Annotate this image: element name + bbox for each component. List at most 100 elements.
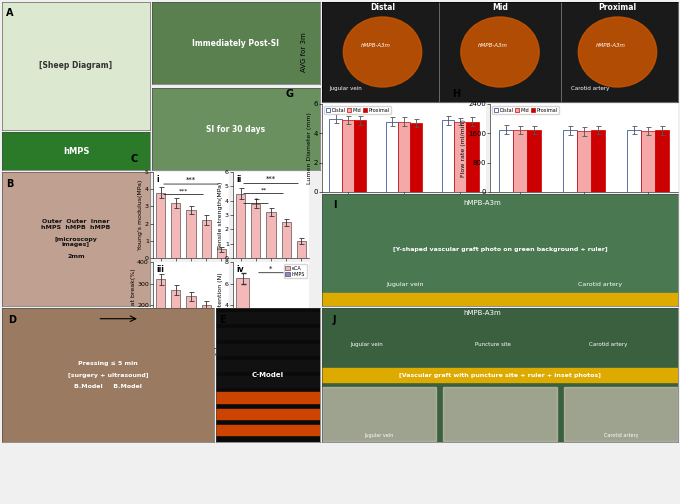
Bar [563,131,577,192]
Bar [216,249,226,258]
Y-axis label: Suture Retention (N): Suture Retention (N) [218,273,224,337]
Text: ***: *** [186,176,196,182]
Text: iii: iii [157,265,165,274]
Y-axis label: Elongation at break(%): Elongation at break(%) [131,269,136,341]
Bar [591,131,605,192]
Legend: Distal, Mid, Proximal: Distal, Mid, Proximal [324,106,391,114]
Bar [466,121,479,192]
Bar [216,376,320,387]
Text: hMPS: hMPS [63,147,89,156]
Bar [216,393,320,403]
Bar [237,278,250,348]
Text: J: J [333,314,336,325]
Y-axis label: Tensile strength(MPa): Tensile strength(MPa) [218,181,224,248]
Legend: eCA, hMPS: eCA, hMPS [284,265,307,278]
Text: Immediately Post-SI: Immediately Post-SI [192,38,279,47]
Text: I: I [333,200,336,210]
Text: ***: *** [266,175,276,181]
Ellipse shape [461,17,539,87]
Text: Jugular vein: Jugular vein [350,342,384,347]
Bar [354,120,367,192]
Bar [267,212,275,258]
Bar [279,329,292,348]
Text: **: ** [260,187,267,193]
Text: Outer  Outer  Inner
hMPS  hMPB  hMPB

[microscopy
images]

2mm: Outer Outer Inner hMPS hMPB hMPB [micros… [41,219,111,259]
Bar [398,121,410,192]
Bar [171,203,180,258]
Text: *: * [269,266,273,272]
Ellipse shape [578,17,657,87]
Text: C-Model: C-Model [252,372,284,378]
Text: Mid: Mid [492,3,508,12]
Text: Distal: Distal [370,3,395,12]
Text: Jugular vein: Jugular vein [364,432,394,437]
Text: [Vascular graft with puncture site + ruler + inset photos]: [Vascular graft with puncture site + rul… [399,372,601,377]
Text: Puncture site: Puncture site [475,342,511,347]
Text: hMPB-A3m: hMPB-A3m [596,43,626,48]
Bar [216,312,320,323]
Bar [322,292,678,306]
Text: ii: ii [237,174,242,183]
Bar [627,130,641,192]
Text: C: C [130,154,137,164]
Bar [342,120,354,192]
Bar [498,130,513,192]
Text: B: B [6,179,14,188]
Bar [201,305,211,348]
Bar [216,311,226,348]
Bar [171,290,180,348]
Bar [641,131,656,192]
Text: G: G [286,89,294,99]
Bar [656,131,669,192]
Text: A: A [6,9,14,19]
Text: Carotid artery: Carotid artery [578,282,622,287]
Text: Jugular vein: Jugular vein [329,86,362,91]
Text: Carotid artery: Carotid artery [589,342,628,347]
Legend: Distal, Mid, Proximal: Distal, Mid, Proximal [492,106,559,114]
Bar [186,296,196,348]
Bar [156,279,165,348]
Text: hMPB-A3m: hMPB-A3m [463,309,501,316]
Bar [201,220,211,258]
Bar [386,121,398,192]
Bar [292,339,305,348]
Bar [329,118,342,192]
Text: Proximal: Proximal [598,3,636,12]
Bar [296,241,305,258]
Text: [Sheep Diagram]: [Sheep Diagram] [39,61,113,71]
Bar [186,210,196,258]
Text: iv: iv [237,265,244,274]
Bar [577,131,591,192]
Text: [Y-shaped vascular graft photo on green background + ruler]: [Y-shaped vascular graft photo on green … [392,247,607,253]
Bar [443,387,557,440]
Bar [237,194,245,258]
Text: SI for 30 days: SI for 30 days [207,124,266,134]
Bar [216,409,320,419]
Text: Carotid artery: Carotid artery [604,432,639,437]
Bar [282,222,290,258]
Bar [216,360,320,371]
Bar [322,387,436,440]
Bar [156,193,165,258]
Bar [564,387,678,440]
Text: hMPB-A3m: hMPB-A3m [463,200,501,206]
Text: hMPB-A3m: hMPB-A3m [360,43,390,48]
Bar [410,123,422,192]
Bar [252,204,260,258]
Bar [250,335,262,348]
Bar [216,344,320,355]
Text: H: H [452,89,460,99]
Bar [513,131,527,192]
Bar [527,130,541,192]
Y-axis label: Lumen Diameter (mm): Lumen Diameter (mm) [307,112,312,184]
Ellipse shape [343,17,422,87]
Text: Carotid artery: Carotid artery [571,86,609,91]
Text: Pressing ≤ 5 min

[surgery + ultrasound]

B.Model     B.Model: Pressing ≤ 5 min [surgery + ultrasound] … [68,361,148,389]
Bar [216,424,320,435]
Text: AVG for 3m: AVG for 3m [301,32,307,72]
Text: ***: *** [179,188,188,194]
Bar [454,121,466,192]
Y-axis label: Young's modulus(MPa): Young's modulus(MPa) [139,180,143,250]
Text: E: E [219,314,226,325]
Y-axis label: Flow rate (ml/min): Flow rate (ml/min) [462,119,466,177]
